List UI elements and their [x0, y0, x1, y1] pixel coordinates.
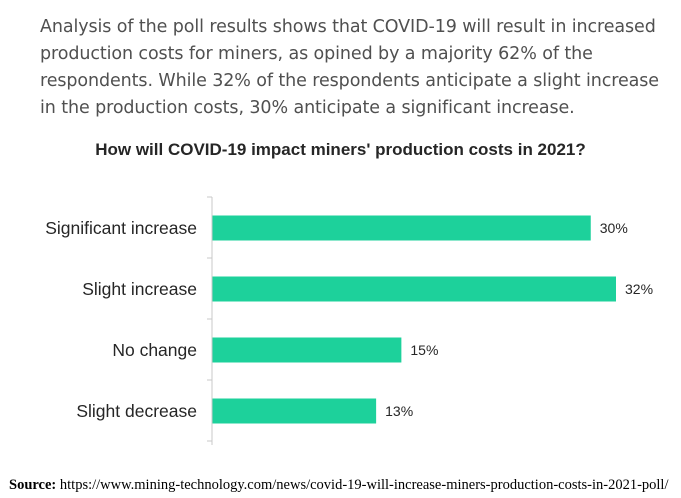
- chart-title: How will COVID-19 impact miners' product…: [95, 140, 586, 159]
- data-label: 32%: [625, 281, 653, 297]
- category-label: Slight increase: [82, 279, 197, 299]
- bar: [212, 398, 377, 424]
- source-url[interactable]: https://www.mining-technology.com/news/c…: [59, 477, 669, 493]
- category-label: Significant increase: [45, 218, 197, 238]
- data-label: 13%: [385, 403, 413, 419]
- category-label: Slight decrease: [76, 401, 197, 421]
- data-label: 15%: [410, 342, 438, 358]
- bar: [212, 215, 591, 241]
- source-label: Source:: [9, 477, 57, 493]
- category-label: No change: [112, 340, 197, 360]
- data-label: 30%: [600, 220, 628, 236]
- bar: [212, 276, 616, 302]
- source-citation: Source: https://www.mining-technology.co…: [9, 476, 674, 494]
- intro-paragraph: Analysis of the poll results shows that …: [40, 17, 659, 118]
- bar: [212, 337, 402, 363]
- bar-chart: Significant increase 30% Slight increase 32…: [45, 196, 653, 445]
